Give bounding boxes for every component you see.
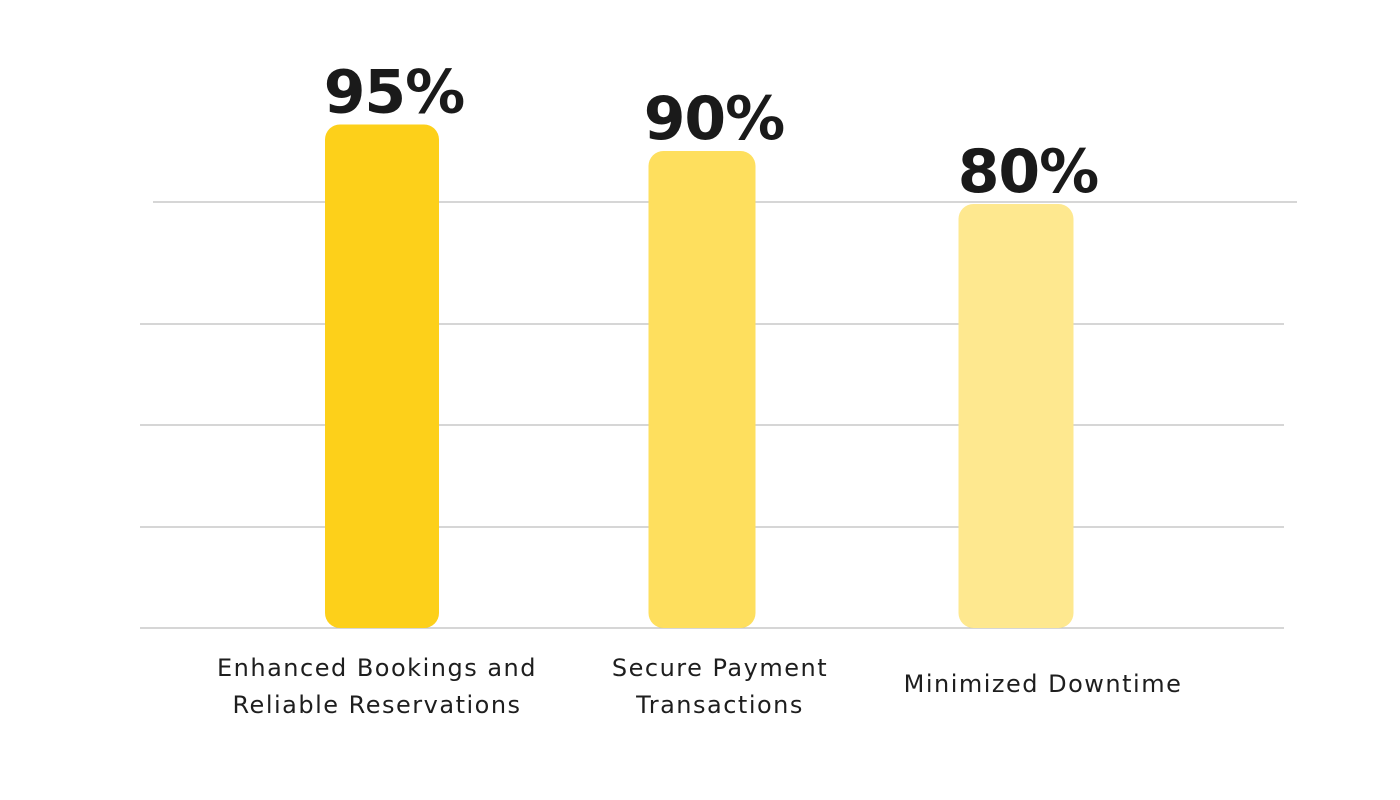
category-label-line: Reliable Reservations	[232, 691, 521, 719]
bar	[958, 204, 1074, 628]
bars	[325, 124, 1074, 628]
bar	[648, 151, 756, 628]
category-label-line: Minimized Downtime	[904, 670, 1183, 698]
category-label: Secure Payment Transactions	[612, 654, 828, 719]
data-label: 95%	[324, 58, 465, 128]
data-label: 90%	[644, 84, 785, 154]
category-label-line: Transactions	[635, 691, 804, 719]
category-labels: Enhanced Bookings and Reliable Reservatio…	[217, 654, 1183, 719]
value-labels: 95% 90% 80%	[324, 58, 1100, 208]
bar	[325, 124, 439, 628]
data-label: 80%	[958, 137, 1099, 207]
category-label: Enhanced Bookings and Reliable Reservatio…	[217, 654, 537, 719]
category-label: Minimized Downtime	[904, 670, 1183, 698]
category-label-line: Secure Payment	[612, 654, 828, 682]
category-label-line: Enhanced Bookings and	[217, 654, 537, 682]
